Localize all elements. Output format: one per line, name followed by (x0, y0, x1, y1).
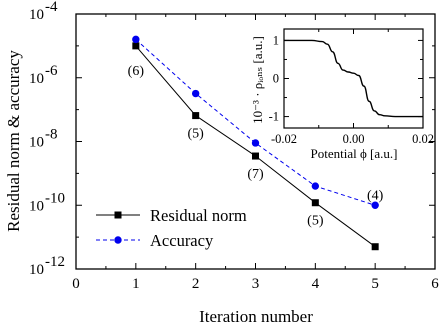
inset-y-axis-label: 10⁻³ · ρᵢₒₙₛ [a.u.] (250, 36, 265, 124)
legend-marker-accuracy (114, 236, 122, 244)
accuracy-marker (371, 201, 379, 209)
inset-axis-ticks (283, 29, 424, 128)
y-tick-label: 10 -6 (29, 63, 58, 87)
y-tick-label-exponent: -8 (45, 127, 58, 143)
x-tick-label: 4 (312, 276, 320, 292)
accuracy-marker (191, 89, 200, 98)
iteration-count-annotation: (6) (128, 64, 145, 79)
residual-norm-marker (192, 112, 200, 120)
y-tick-label: 10 -4 (29, 0, 58, 23)
legend-label-accuracy: Accuracy (150, 231, 214, 250)
iteration-count-annotation: (7) (247, 167, 264, 182)
accuracy-marker (251, 139, 260, 147)
main-annotations: (6) (5) (7) (5) (4) (128, 64, 384, 229)
y-tick-label-exponent: -4 (45, 0, 58, 15)
accuracy-marker (132, 35, 140, 44)
inset-plot-frame (283, 28, 424, 129)
residual-norm-marker (371, 243, 379, 251)
x-tick-label: 5 (371, 276, 379, 292)
inset-x-tick-label: 0.00 (343, 132, 365, 146)
y-tick-label-base: 10 (29, 198, 44, 214)
inset-y-tick-label: 1 (273, 33, 279, 47)
inset-x-tick-label: 0.02 (412, 132, 434, 146)
inset-tick-labels: -0.02 0.00 0.02 1 0 -1 (269, 33, 434, 146)
y-tick-label-base: 10 (29, 7, 44, 23)
y-tick-label-base: 10 (29, 262, 44, 278)
main-x-axis-label: Iteration number (199, 307, 313, 326)
y-tick-label: 10 -8 (29, 127, 58, 151)
iteration-count-annotation: (5) (188, 127, 205, 142)
x-tick-label: 1 (132, 276, 140, 292)
y-tick-label: 10 -12 (29, 254, 65, 278)
series-line-accuracy (135, 39, 376, 206)
y-tick-label-exponent: -12 (45, 254, 65, 270)
inset-x-axis-label: Potential ϕ [a.u.] (311, 146, 398, 161)
main-series-group (132, 35, 379, 251)
residual-norm-marker (132, 42, 140, 50)
legend: Residual norm Accuracy (96, 206, 247, 250)
iteration-count-annotation: (5) (307, 214, 324, 229)
residual-norm-marker (311, 199, 319, 207)
inset-y-tick-label: 0 (273, 72, 279, 86)
inset-density-curve (284, 39, 423, 118)
x-tick-label: 0 (72, 276, 80, 292)
y-tick-label: 10 -10 (29, 190, 65, 214)
y-tick-label-exponent: -6 (45, 63, 58, 79)
legend-marker-residual-norm (114, 211, 122, 219)
iteration-count-annotation: (4) (367, 188, 384, 203)
accuracy-marker (311, 182, 320, 190)
residual-norm-marker (252, 152, 259, 160)
x-tick-label: 2 (192, 276, 200, 292)
x-tick-label: 6 (431, 276, 439, 292)
y-tick-label-base: 10 (29, 71, 44, 87)
inset-y-tick-label: -1 (269, 110, 279, 124)
y-tick-label-exponent: -10 (45, 190, 65, 206)
inset-x-tick-label: -0.02 (271, 132, 297, 146)
x-tick-label: 3 (252, 276, 260, 292)
legend-label-residual-norm: Residual norm (150, 206, 247, 225)
y-tick-label-base: 10 (29, 135, 44, 151)
main-y-axis-label: Residual norm & accuracy (4, 50, 23, 232)
main-axis-ticks (75, 13, 436, 270)
main-x-tick-labels: 0 1 2 3 4 5 6 (72, 276, 439, 292)
